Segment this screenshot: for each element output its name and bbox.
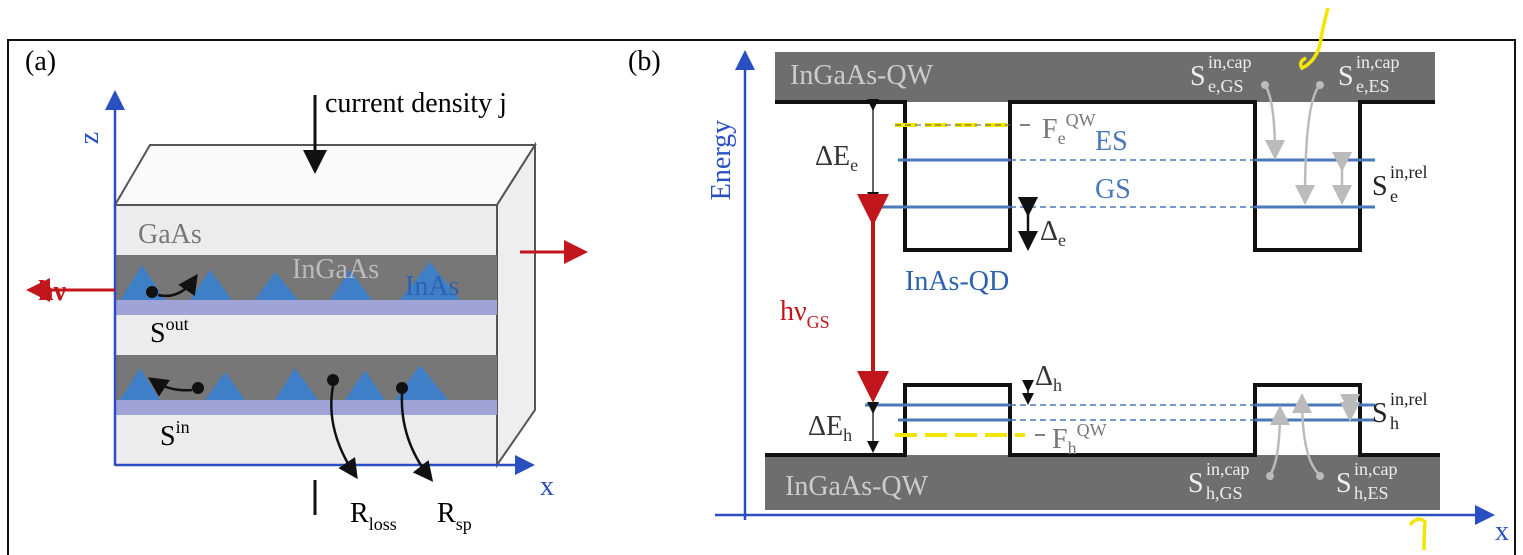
- label-sup: in,rel: [1390, 162, 1428, 182]
- label-base: F: [1052, 424, 1068, 455]
- label-sub: h,GS: [1206, 483, 1243, 503]
- photon-label: hνGS: [780, 296, 830, 332]
- wetting-layer: [115, 300, 497, 315]
- panel-b: (b) Energy x InGaAs-QW InGaAs-QW FeQW Fh…: [628, 8, 1509, 550]
- label-base: S: [1188, 468, 1204, 499]
- label-sub: h,ES: [1354, 483, 1389, 503]
- axis-label: Energy: [706, 120, 737, 200]
- label-sup: QW: [1066, 110, 1096, 130]
- label-sub: h: [1390, 413, 1399, 433]
- wetting-layer: [115, 400, 497, 415]
- label-sup: QW: [1077, 420, 1107, 440]
- label-sub: e: [850, 155, 858, 175]
- label-base: F: [1042, 114, 1058, 145]
- level-label: ES: [1095, 126, 1128, 157]
- label-sub: h: [1053, 375, 1062, 395]
- rate-base: S: [160, 421, 176, 452]
- top-face: [115, 145, 535, 205]
- label-sup: in,rel: [1390, 389, 1428, 409]
- label-base: ΔE: [808, 411, 843, 442]
- annotation-scribble: [1410, 519, 1425, 550]
- label-base: ΔE: [815, 141, 850, 172]
- qd-label: InAs-QD: [905, 266, 1009, 297]
- label-sup: in,cap: [1354, 459, 1397, 479]
- axis-label: x: [540, 471, 554, 502]
- rate-base: S: [150, 318, 166, 349]
- carrier: [396, 382, 408, 394]
- label-sup: in,cap: [1356, 52, 1399, 72]
- layer-label: GaAs: [138, 219, 202, 250]
- rate-sup: in: [176, 417, 190, 437]
- qw-label: InGaAs-QW: [790, 60, 934, 91]
- rate-sub: loss: [369, 514, 397, 534]
- fermi-label: FhQW: [1052, 420, 1107, 458]
- level-label: GS: [1095, 174, 1131, 205]
- label-sup: in,cap: [1208, 52, 1251, 72]
- label-sup: in,cap: [1206, 459, 1249, 479]
- label-base: Δ: [1040, 216, 1058, 247]
- axis-label: z: [74, 132, 105, 144]
- label-sub: e: [1390, 186, 1398, 206]
- label-base: S: [1372, 171, 1388, 202]
- gap-label: ΔEh: [808, 411, 852, 445]
- panel-a: z x (a) current density j GaAs InGaAs In…: [25, 46, 582, 534]
- capture-arrows: [1265, 85, 1350, 475]
- label-sub: GS: [807, 312, 830, 332]
- gap-label: ΔEe: [815, 141, 858, 175]
- label-sub: h: [843, 425, 852, 445]
- rate-sub: sp: [456, 514, 472, 534]
- dot-label: InAs: [405, 271, 459, 302]
- gap-label: Δh: [1035, 361, 1062, 395]
- current-label: current density j: [325, 88, 507, 119]
- label-sub: e,ES: [1356, 76, 1390, 96]
- label-base: hν: [780, 296, 807, 327]
- label-sub: e: [1058, 128, 1066, 148]
- label-base: S: [1372, 398, 1388, 429]
- label-base: S: [1190, 61, 1206, 92]
- label-base: S: [1338, 61, 1354, 92]
- axis-label: x: [1495, 516, 1509, 547]
- rate-label: Rloss: [350, 498, 397, 534]
- label-sub: e: [1058, 230, 1066, 250]
- label-base: S: [1336, 468, 1352, 499]
- layer-label: InGaAs: [292, 254, 379, 285]
- panel-label: (b): [628, 46, 661, 77]
- label-sub: e,GS: [1208, 76, 1244, 96]
- label-base: Δ: [1035, 361, 1053, 392]
- gap-label: Δe: [1040, 216, 1066, 250]
- panel-label: (a): [25, 46, 56, 77]
- rate-sup: out: [166, 314, 189, 334]
- rate-base: R: [350, 498, 369, 529]
- qw-label: InGaAs-QW: [785, 471, 929, 502]
- carrier: [192, 382, 204, 394]
- rate-label: Rsp: [437, 498, 472, 534]
- carrier: [327, 374, 339, 386]
- rate-base: R: [437, 498, 456, 529]
- photon-label: hν: [38, 276, 67, 307]
- label-sub: h: [1068, 438, 1077, 458]
- fermi-label: FeQW: [1042, 110, 1096, 148]
- carrier: [146, 286, 158, 298]
- figure: z x (a) current density j GaAs InGaAs In…: [0, 0, 1523, 555]
